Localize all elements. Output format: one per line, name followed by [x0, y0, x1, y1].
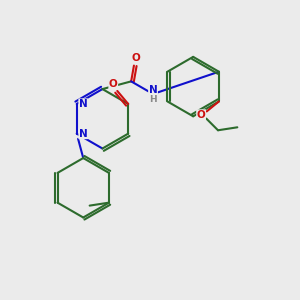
Text: N: N — [149, 85, 158, 95]
Text: N: N — [79, 99, 88, 109]
Text: O: O — [109, 80, 118, 89]
Text: N: N — [79, 129, 88, 139]
Text: O: O — [132, 53, 141, 63]
Text: O: O — [197, 110, 206, 120]
Text: H: H — [149, 95, 157, 104]
